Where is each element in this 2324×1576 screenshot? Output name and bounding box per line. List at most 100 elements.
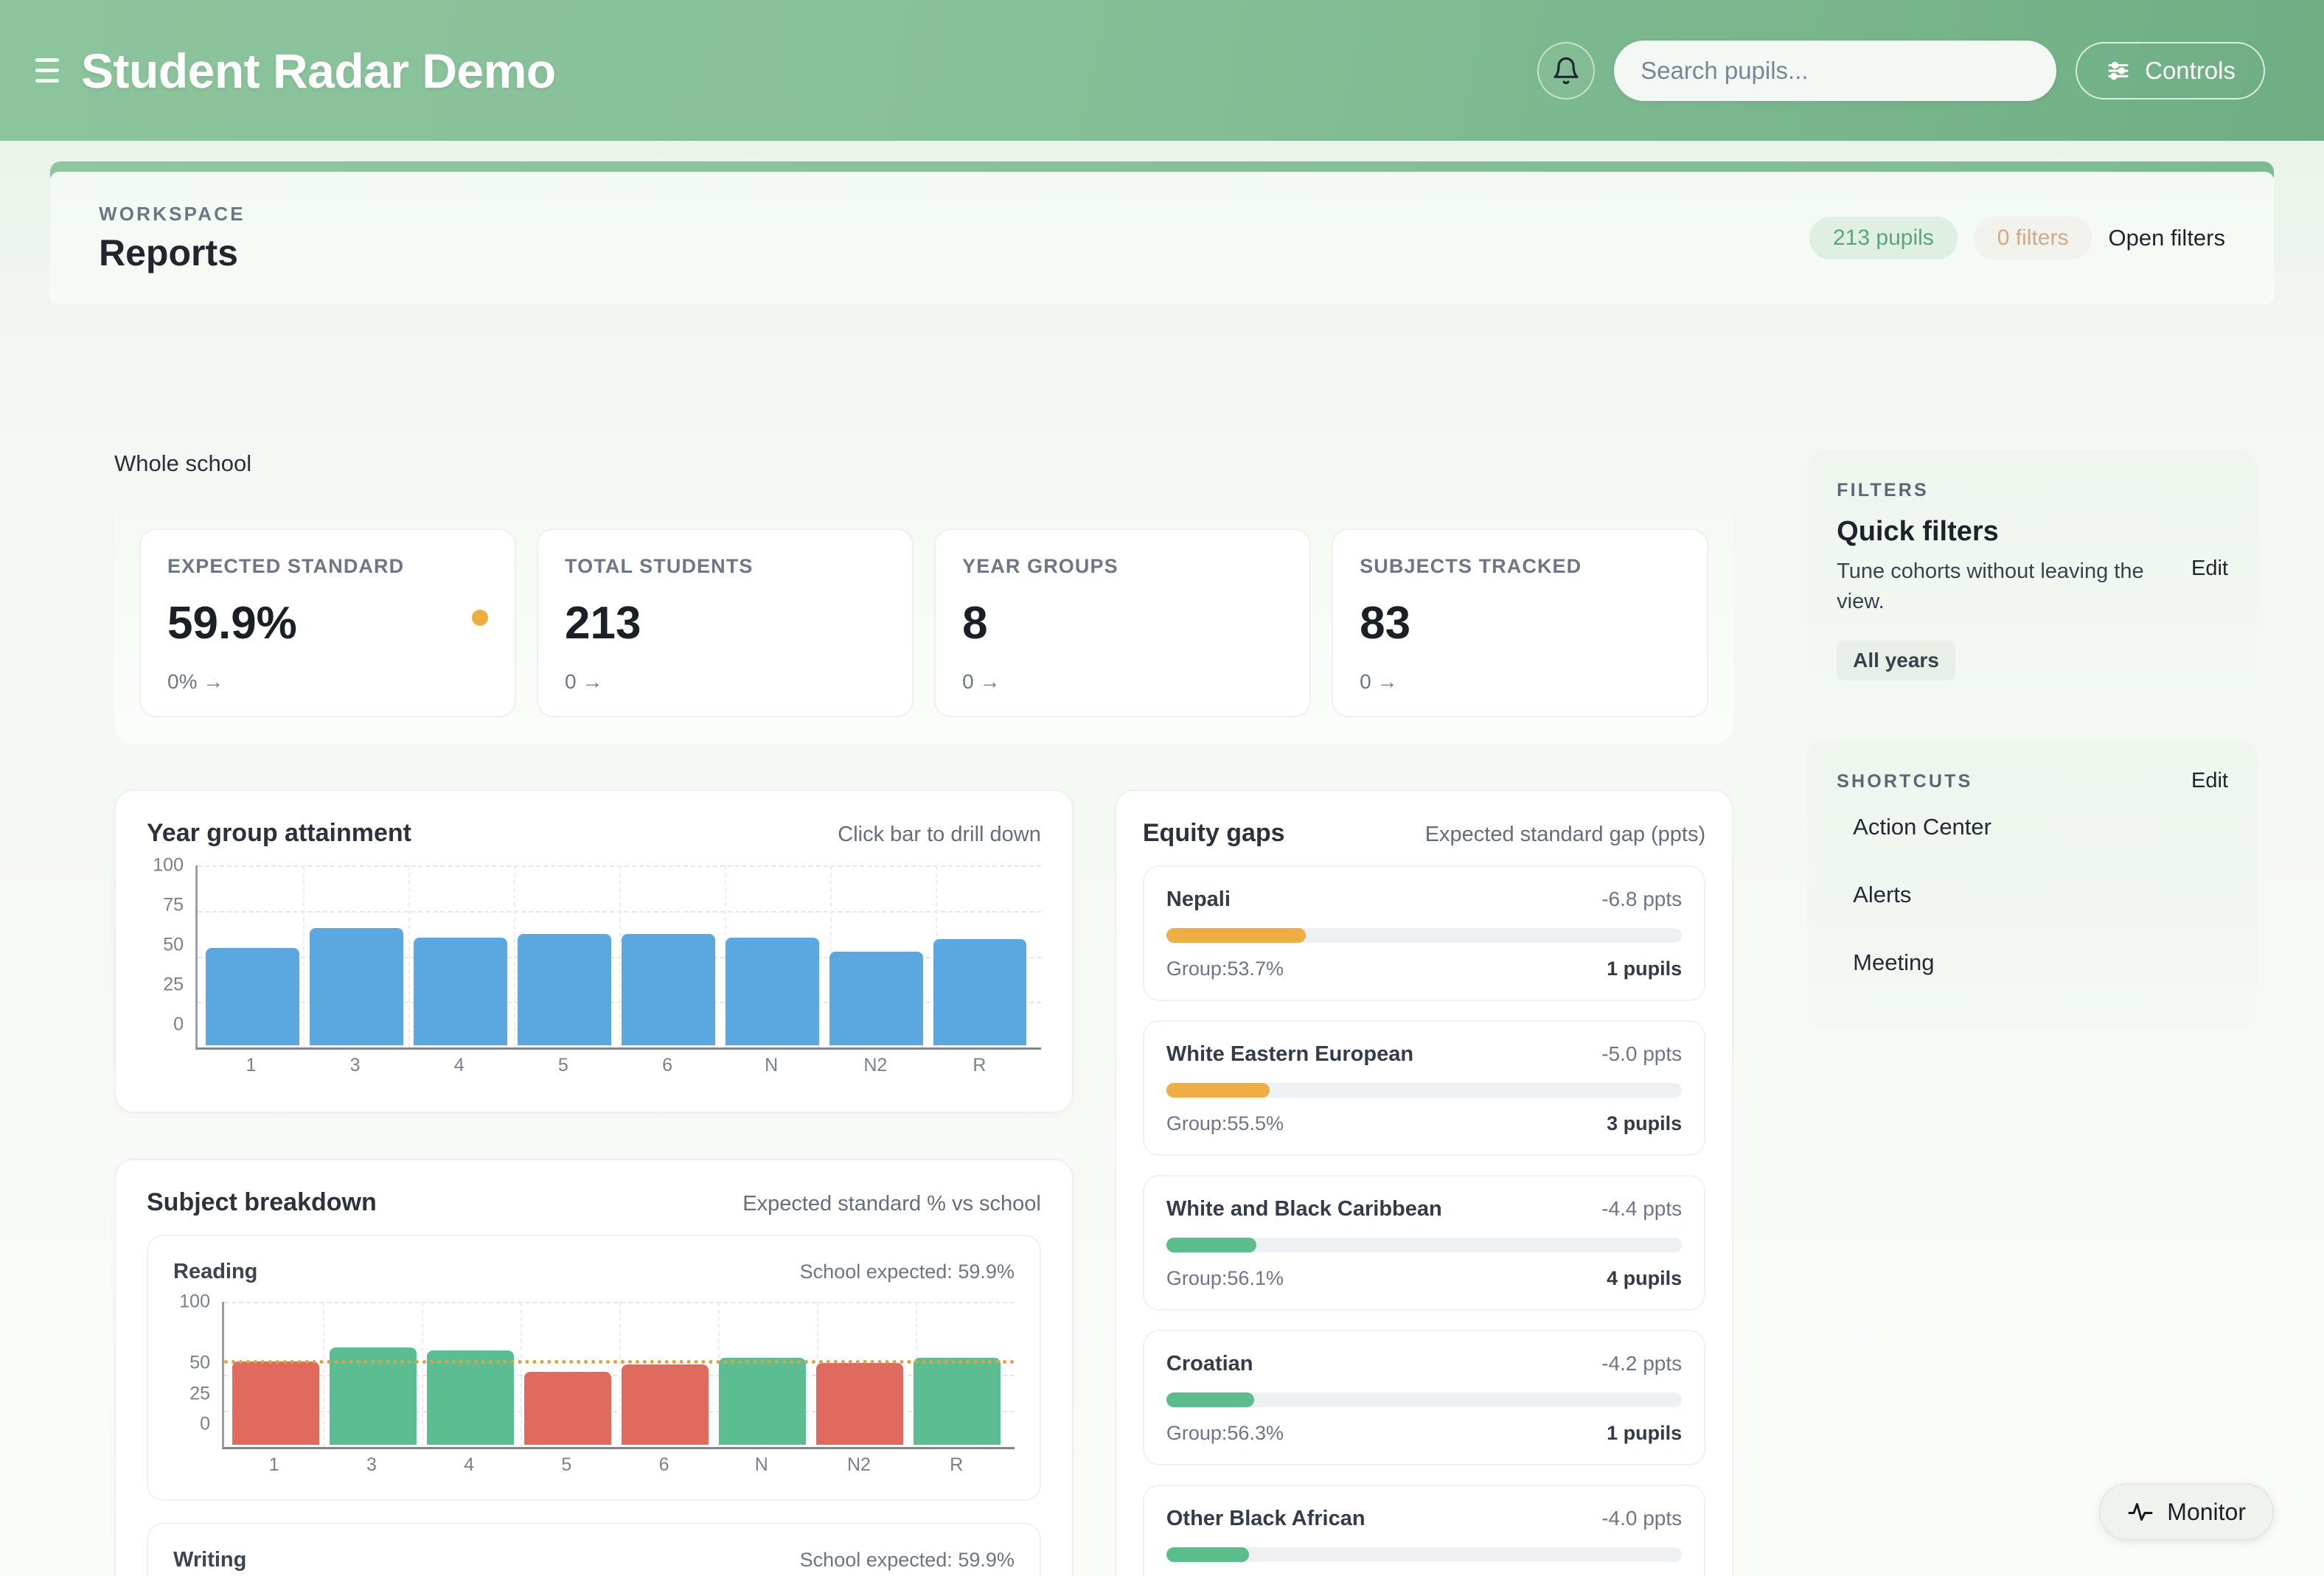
- equity-gap-value: -4.0 ppts: [1601, 1507, 1683, 1530]
- equity-group-pct: Group:53.7%: [1166, 958, 1284, 980]
- card-title: Year group attainment: [147, 819, 411, 847]
- bar[interactable]: [310, 928, 403, 1045]
- x-axis-tick: 6: [658, 1454, 669, 1475]
- kpi-label: YEAR GROUPS: [962, 555, 1118, 577]
- bar[interactable]: [718, 1357, 807, 1445]
- equity-pupil-count: 1 pupils: [1607, 1422, 1683, 1444]
- bar[interactable]: [426, 1350, 515, 1445]
- shortcut-item[interactable]: Action Center: [1853, 814, 1991, 840]
- reports-left-column: Whole school EXPECTED STANDARD 59.9% 0% → T…: [114, 450, 1734, 1576]
- kpi-label: TOTAL STUDENTS: [565, 555, 754, 577]
- search-input[interactable]: Search pupils...: [1614, 40, 2057, 101]
- search-placeholder: Search pupils...: [1641, 56, 1809, 84]
- kpi-strip: EXPECTED STANDARD 59.9% 0% → TOTAL STUDENTS…: [114, 502, 1734, 744]
- equity-row[interactable]: White Eastern European -5.0 ppts Group:55.…: [1142, 1020, 1706, 1156]
- monitor-button[interactable]: Monitor: [2099, 1483, 2274, 1541]
- bar[interactable]: [913, 1357, 1001, 1445]
- y-axis: 0 25 50 100: [173, 1291, 218, 1434]
- controls-button[interactable]: Controls: [2076, 41, 2265, 100]
- pupils-count-badge: 213 pupils: [1809, 217, 1958, 259]
- y-axis: 0 25 50 75 100: [147, 855, 191, 1035]
- benchmark-line: [224, 1359, 1015, 1364]
- equity-row[interactable]: Other Black African-4.0 pptsGroup:56.5%3…: [1142, 1485, 1706, 1576]
- kpi-card[interactable]: EXPECTED STANDARD 59.9% 0% →: [139, 529, 517, 717]
- edit-filters-button[interactable]: Edit: [2191, 557, 2228, 580]
- kpi-value: 59.9%: [167, 598, 297, 649]
- equity-row[interactable]: White and Black Caribbean -4.4 ppts Group:…: [1142, 1175, 1706, 1311]
- right-rail: FILTERS Quick filters Tune cohorts witho…: [1807, 450, 2258, 1576]
- x-axis-labels: 1 3 4 5 6 N N2 R: [195, 1055, 1035, 1076]
- shortcuts-eyebrow: SHORTCUTS: [1837, 771, 1973, 792]
- bar[interactable]: [414, 937, 507, 1045]
- equity-row[interactable]: Croatian -4.2 ppts Group:56.3% 1 pupils: [1142, 1330, 1706, 1465]
- equity-progress-track: [1166, 1547, 1683, 1562]
- x-axis-tick: 5: [557, 1055, 568, 1075]
- bar[interactable]: [726, 937, 819, 1045]
- equity-pupil-count: 1 pupils: [1607, 958, 1683, 980]
- bar[interactable]: [622, 933, 715, 1045]
- bell-icon[interactable]: [1537, 41, 1596, 100]
- y-axis-tick: 50: [163, 934, 184, 955]
- bar[interactable]: [523, 1372, 612, 1445]
- shortcut-list: Action Center Alerts Meeting: [1837, 793, 2228, 997]
- gridline-vertical: [724, 865, 726, 1047]
- subject-bar-chart[interactable]: 0 25 50 100 1 3 4 5 6 N N2 R: [173, 1291, 1015, 1475]
- school-expected-label: School expected: 59.9%: [799, 1549, 1015, 1571]
- equity-progress-track: [1166, 1083, 1683, 1098]
- kpi-card[interactable]: TOTAL STUDENTS 213 0 →: [537, 529, 914, 717]
- bar[interactable]: [232, 1361, 320, 1445]
- hamburger-icon[interactable]: [29, 53, 65, 88]
- filters-count-badge: 0 filters: [1973, 217, 2092, 259]
- equity-pupil-count: 3 pupils: [1607, 1112, 1683, 1134]
- bar[interactable]: [829, 952, 923, 1045]
- shortcut-item[interactable]: Alerts: [1853, 882, 1912, 908]
- equity-row[interactable]: Nepali -6.8 ppts Group:53.7% 1 pupils: [1142, 865, 1706, 1001]
- subject-breakdown-card: Subject breakdown Expected standard % vs…: [114, 1159, 1074, 1576]
- equity-gap-value: -5.0 ppts: [1601, 1042, 1683, 1065]
- kpi-label: EXPECTED STANDARD: [167, 555, 405, 577]
- main-content: Whole school EXPECTED STANDARD 59.9% 0% → T…: [0, 450, 2324, 1576]
- y-axis-tick: 100: [179, 1291, 210, 1312]
- y-axis-tick: 75: [163, 894, 184, 916]
- bars: [198, 865, 1035, 1045]
- page-header: WORKSPACE Reports 213 pupils 0 filters O…: [50, 172, 2274, 304]
- year-group-bar-chart[interactable]: 0 25 50 75 100 1 3 4 5 6 N N2 R: [147, 855, 1041, 1075]
- bar[interactable]: [206, 948, 299, 1045]
- subject-panel: Reading School expected: 59.9% 0 25 50 100 1 3 4…: [147, 1235, 1041, 1501]
- kpi-value: 213: [565, 598, 641, 649]
- x-axis-labels: 1 3 4 5 6 N N2 R: [222, 1454, 1009, 1476]
- kpi-delta: 0% →: [167, 670, 224, 693]
- x-axis-tick: R: [950, 1454, 964, 1475]
- card-hint: Click bar to drill down: [838, 823, 1041, 846]
- kpi-label: SUBJECTS TRACKED: [1360, 555, 1582, 577]
- plot-area: [222, 1302, 1015, 1449]
- bar[interactable]: [518, 933, 611, 1045]
- x-axis-tick: 3: [366, 1454, 377, 1475]
- bar[interactable]: [621, 1364, 709, 1445]
- kpi-card[interactable]: YEAR GROUPS 8 0 →: [934, 529, 1312, 717]
- equity-progress-track: [1166, 928, 1683, 943]
- kpi-value: 8: [962, 598, 988, 649]
- x-axis-tick: 1: [246, 1055, 257, 1075]
- edit-shortcuts-button[interactable]: Edit: [2191, 769, 2228, 793]
- bar[interactable]: [329, 1347, 417, 1445]
- y-axis-tick: 50: [189, 1352, 210, 1373]
- equity-gap-value: -6.8 ppts: [1601, 888, 1683, 910]
- equity-progress-fill: [1166, 1238, 1257, 1252]
- gridline-vertical: [619, 865, 621, 1047]
- y-axis-tick: 0: [173, 1014, 184, 1035]
- plot-area: [195, 865, 1041, 1050]
- kpi-delta: 0 →: [565, 670, 603, 693]
- open-filters-button[interactable]: Open filters: [2108, 225, 2225, 251]
- card-hint: Expected standard gap (ppts): [1424, 823, 1706, 846]
- header-actions: Search pupils... Controls: [1537, 40, 2265, 101]
- bar[interactable]: [815, 1363, 904, 1445]
- equity-group-pct: Group:56.3%: [1166, 1422, 1284, 1444]
- filter-chip-all-years[interactable]: All years: [1837, 641, 1955, 681]
- x-axis-tick: R: [973, 1055, 987, 1075]
- equity-group-pct: Group:55.5%: [1166, 1112, 1284, 1134]
- kpi-card[interactable]: SUBJECTS TRACKED 83 0 →: [1332, 529, 1709, 717]
- bar[interactable]: [933, 939, 1027, 1045]
- shortcut-item[interactable]: Meeting: [1853, 949, 1935, 976]
